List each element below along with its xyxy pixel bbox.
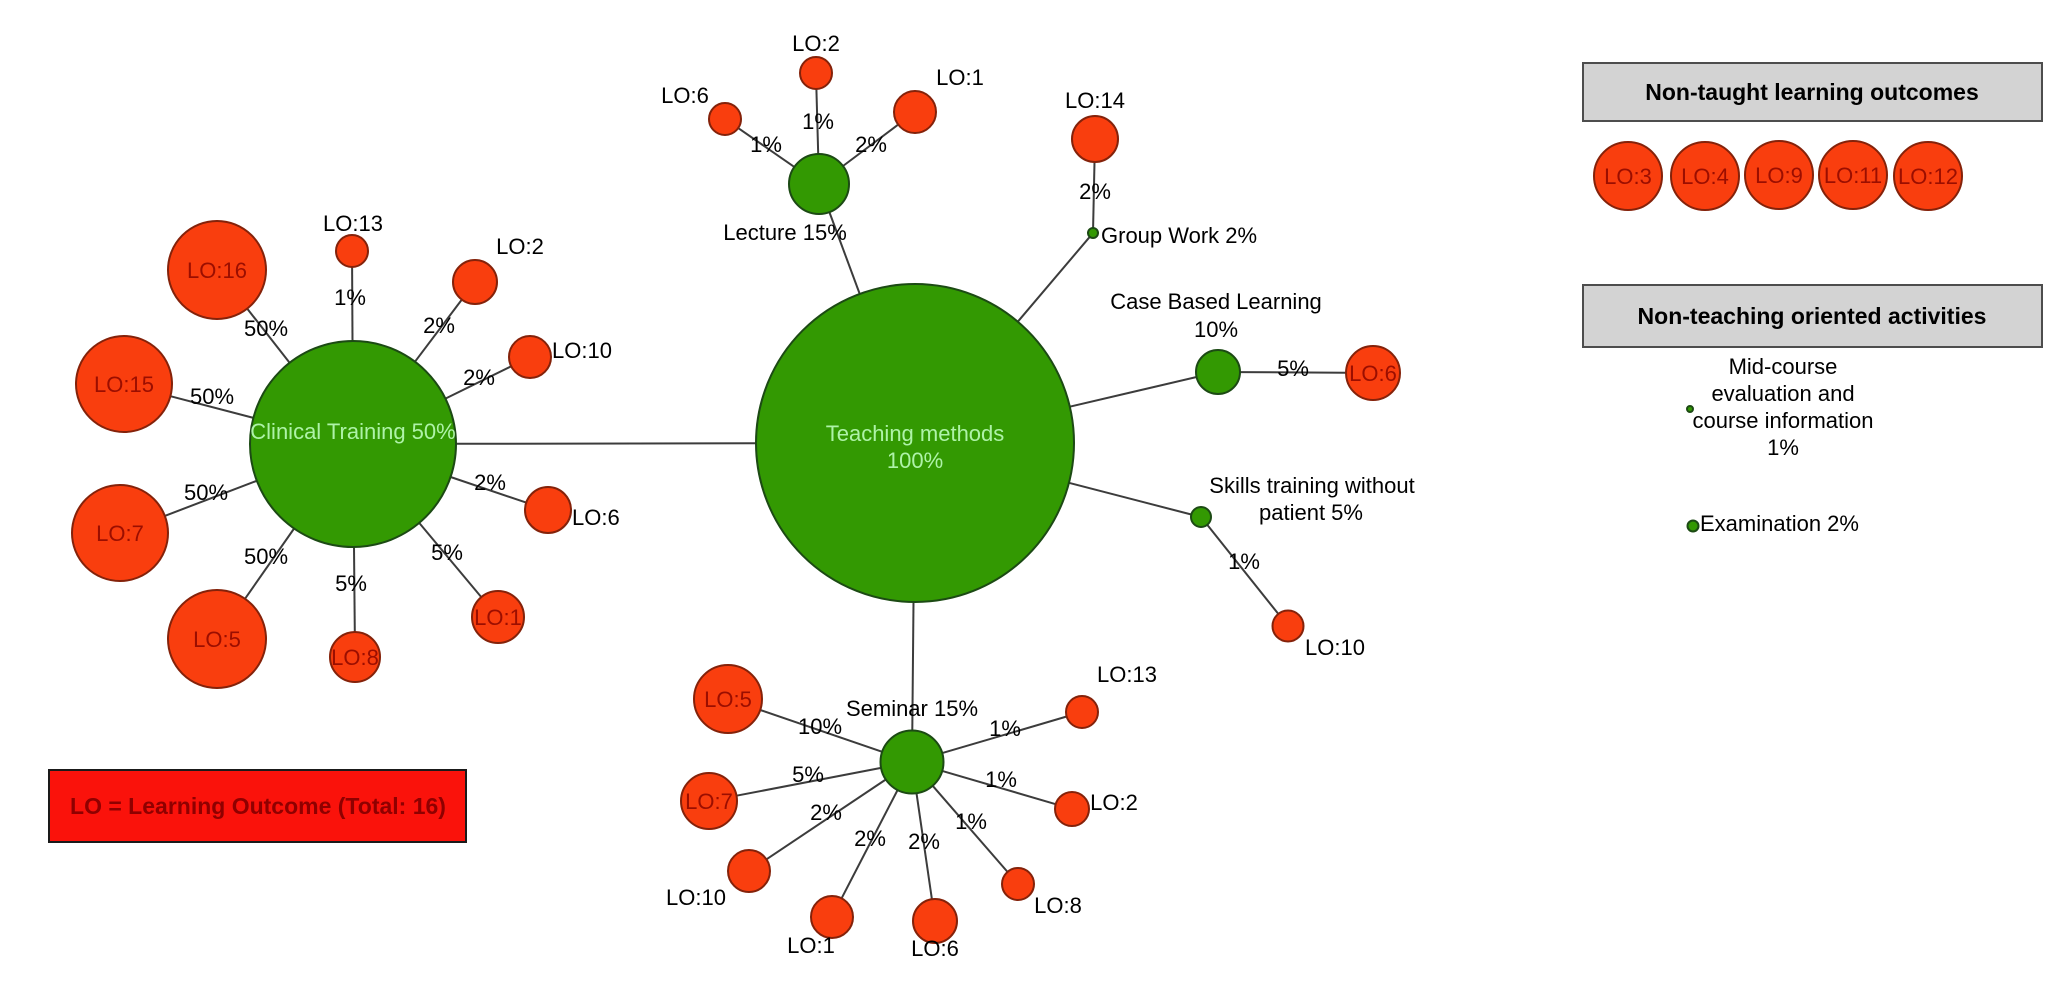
svg-text:LO:8: LO:8: [331, 645, 379, 670]
svg-text:Mid-course: Mid-course: [1729, 354, 1838, 379]
svg-text:2%: 2%: [855, 132, 887, 157]
svg-text:50%: 50%: [184, 480, 228, 505]
svg-text:LO:10: LO:10: [1305, 635, 1365, 660]
svg-text:1%: 1%: [989, 716, 1021, 741]
svg-text:Clinical Training 50%: Clinical Training 50%: [250, 419, 455, 444]
svg-text:LO:1: LO:1: [936, 65, 984, 90]
svg-text:LO:6: LO:6: [911, 936, 959, 961]
svg-text:LO:9: LO:9: [1755, 163, 1803, 188]
svg-text:LO:5: LO:5: [704, 687, 752, 712]
svg-text:LO:16: LO:16: [187, 258, 247, 283]
svg-text:Seminar 15%: Seminar 15%: [846, 696, 978, 721]
svg-text:50%: 50%: [190, 384, 234, 409]
svg-text:LO = Learning Outcome (Total:: LO = Learning Outcome (Total: 16): [70, 793, 446, 819]
svg-text:LO:4: LO:4: [1681, 164, 1729, 189]
svg-text:LO:2: LO:2: [1090, 790, 1138, 815]
svg-text:2%: 2%: [810, 800, 842, 825]
svg-text:5%: 5%: [1277, 356, 1309, 381]
svg-text:1%: 1%: [985, 767, 1017, 792]
svg-text:Lecture 15%: Lecture 15%: [723, 220, 847, 245]
svg-text:LO:10: LO:10: [666, 885, 726, 910]
svg-text:2%: 2%: [854, 826, 886, 851]
svg-text:LO:6: LO:6: [1349, 361, 1397, 386]
svg-text:5%: 5%: [792, 762, 824, 787]
svg-text:LO:8: LO:8: [1034, 893, 1082, 918]
svg-text:LO:11: LO:11: [1824, 163, 1882, 188]
svg-text:1%: 1%: [334, 285, 366, 310]
svg-text:LO:7: LO:7: [685, 789, 733, 814]
svg-text:LO:1: LO:1: [787, 933, 835, 958]
svg-text:10%: 10%: [1194, 317, 1238, 342]
svg-text:Case Based Learning: Case Based Learning: [1110, 289, 1322, 314]
svg-text:100%: 100%: [887, 448, 943, 473]
svg-text:evaluation and: evaluation and: [1711, 381, 1854, 406]
svg-text:course information: course information: [1693, 408, 1874, 433]
svg-text:Teaching methods: Teaching methods: [826, 421, 1005, 446]
svg-text:LO:2: LO:2: [496, 234, 544, 259]
svg-text:2%: 2%: [463, 365, 495, 390]
svg-text:Examination 2%: Examination 2%: [1700, 511, 1859, 536]
svg-text:LO:6: LO:6: [661, 83, 709, 108]
svg-text:LO:3: LO:3: [1604, 164, 1652, 189]
svg-text:Group Work 2%: Group Work 2%: [1101, 223, 1257, 248]
svg-text:2%: 2%: [908, 829, 940, 854]
svg-text:10%: 10%: [798, 714, 842, 739]
svg-text:1%: 1%: [955, 809, 987, 834]
svg-text:1%: 1%: [1767, 435, 1799, 460]
svg-text:5%: 5%: [335, 571, 367, 596]
svg-text:2%: 2%: [423, 313, 455, 338]
svg-text:50%: 50%: [244, 316, 288, 341]
svg-text:50%: 50%: [244, 544, 288, 569]
svg-text:LO:7: LO:7: [96, 521, 144, 546]
svg-text:LO:2: LO:2: [792, 31, 840, 56]
svg-text:LO:15: LO:15: [94, 372, 154, 397]
svg-text:LO:5: LO:5: [193, 627, 241, 652]
svg-text:Skills training without: Skills training without: [1209, 473, 1414, 498]
svg-text:LO:6: LO:6: [572, 505, 620, 530]
svg-text:LO:13: LO:13: [323, 211, 383, 236]
svg-text:Non-teaching oriented activiti: Non-teaching oriented activities: [1638, 303, 1987, 329]
svg-text:Non-taught learning outcomes: Non-taught learning outcomes: [1645, 79, 1979, 105]
svg-text:LO:13: LO:13: [1097, 662, 1157, 687]
svg-text:2%: 2%: [474, 470, 506, 495]
svg-text:LO:1: LO:1: [474, 605, 522, 630]
svg-text:1%: 1%: [750, 132, 782, 157]
svg-text:2%: 2%: [1079, 179, 1111, 204]
svg-text:1%: 1%: [802, 109, 834, 134]
svg-text:LO:12: LO:12: [1898, 164, 1958, 189]
svg-text:patient 5%: patient 5%: [1259, 500, 1363, 525]
svg-text:LO:10: LO:10: [552, 338, 612, 363]
svg-text:LO:14: LO:14: [1065, 88, 1125, 113]
svg-text:5%: 5%: [431, 540, 463, 565]
svg-text:1%: 1%: [1228, 549, 1260, 574]
